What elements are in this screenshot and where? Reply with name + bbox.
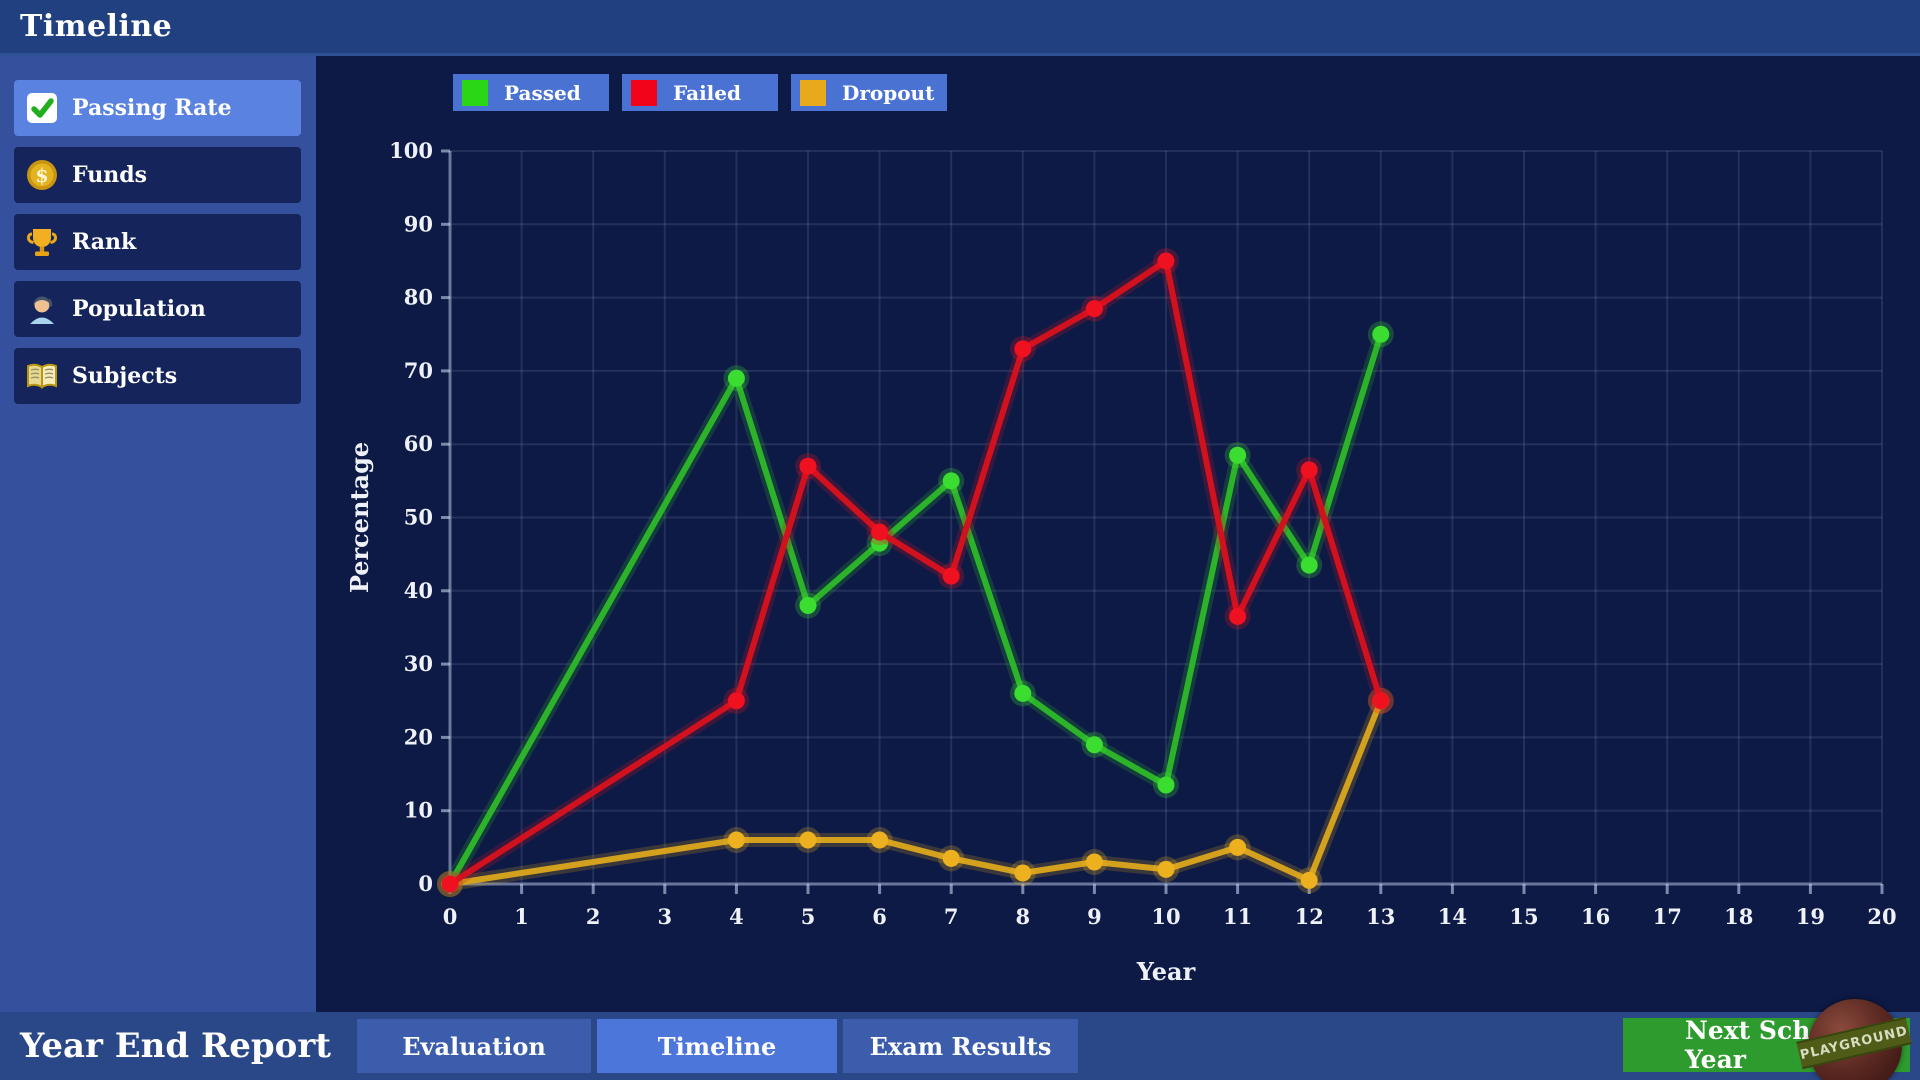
check-icon (24, 90, 60, 126)
legend-item-failed[interactable]: Failed (622, 74, 778, 111)
svg-text:40: 40 (404, 578, 433, 603)
svg-text:100: 100 (389, 138, 433, 163)
timeline-chart: 0 1 2 3 4 5 6 7 8 9 10 11 12 13 14 15 16 17 18 19 2001020304… (345, 138, 1897, 986)
person-icon (24, 291, 60, 327)
header-bar: Timeline (0, 0, 1920, 56)
sidebar-item-label: Rank (72, 229, 137, 255)
failed-swatch-icon (631, 79, 657, 106)
sidebar-item-label: Passing Rate (72, 95, 232, 121)
svg-text:6: 6 (872, 904, 887, 929)
svg-text:$: $ (35, 165, 48, 187)
svg-text:3: 3 (657, 904, 672, 929)
svg-text:20: 20 (404, 724, 433, 749)
sidebar-item-population[interactable]: Population (14, 281, 301, 337)
svg-text:17: 17 (1653, 904, 1682, 929)
svg-text:7: 7 (944, 904, 959, 929)
svg-text:14: 14 (1438, 904, 1467, 929)
svg-text:5: 5 (801, 904, 816, 929)
svg-text:0: 0 (418, 871, 433, 896)
svg-text:8: 8 (1015, 904, 1030, 929)
svg-text:15: 15 (1509, 904, 1538, 929)
sidebar-item-subjects[interactable]: Subjects (14, 348, 301, 404)
page-title: Timeline (20, 9, 173, 44)
svg-text:19: 19 (1796, 904, 1825, 929)
svg-text:0: 0 (443, 904, 458, 929)
sidebar-item-label: Subjects (72, 363, 178, 389)
chart-legend: Passed Failed Dropout (453, 74, 947, 111)
legend-item-passed[interactable]: Passed (453, 74, 609, 111)
svg-text:20: 20 (1867, 904, 1896, 929)
svg-text:30: 30 (404, 651, 433, 676)
tab-timeline[interactable]: Timeline (597, 1019, 837, 1073)
svg-text:16: 16 (1581, 904, 1610, 929)
sidebar-item-funds[interactable]: $ Funds (14, 147, 301, 203)
sidebar-item-label: Population (72, 296, 206, 322)
svg-text:13: 13 (1366, 904, 1395, 929)
svg-text:12: 12 (1295, 904, 1324, 929)
footer-tabs: Evaluation Timeline Exam Results (357, 1019, 1078, 1073)
legend-label: Dropout (842, 80, 935, 105)
sidebar-item-rank[interactable]: Rank (14, 214, 301, 270)
sidebar: Passing Rate $ Funds (0, 56, 316, 1012)
sidebar-item-label: Funds (72, 162, 147, 188)
svg-text:50: 50 (404, 505, 433, 530)
legend-label: Failed (673, 80, 741, 105)
next-school-year-button[interactable]: Next School Year (1623, 1016, 1910, 1074)
svg-text:60: 60 (404, 431, 433, 456)
svg-text:9: 9 (1087, 904, 1102, 929)
timeline-chart-panel: 0 1 2 3 4 5 6 7 8 9 10 11 12 13 14 15 16 17 18 19 20 0 10 20 30 4… (316, 56, 1920, 1012)
svg-text:2: 2 (586, 904, 601, 929)
svg-text:Year: Year (1136, 957, 1196, 986)
svg-text:80: 80 (404, 285, 433, 310)
legend-label: Passed (504, 80, 581, 105)
trophy-icon (24, 224, 60, 260)
tab-evaluation[interactable]: Evaluation (357, 1019, 591, 1073)
svg-text:10: 10 (404, 798, 433, 823)
dropout-swatch-icon (800, 79, 826, 106)
report-title: Year End Report (20, 1026, 331, 1066)
svg-text:11: 11 (1223, 904, 1252, 929)
sidebar-item-passing-rate[interactable]: Passing Rate (14, 80, 301, 136)
svg-text:18: 18 (1724, 904, 1753, 929)
tab-exam-results[interactable]: Exam Results (843, 1019, 1078, 1073)
footer-bar: Year End Report Evaluation Timeline Exam… (0, 999, 1920, 1080)
svg-text:90: 90 (404, 211, 433, 236)
svg-text:1: 1 (514, 904, 529, 929)
legend-item-dropout[interactable]: Dropout (791, 74, 947, 111)
svg-text:70: 70 (404, 358, 433, 383)
book-icon (24, 358, 60, 394)
coin-icon: $ (24, 157, 60, 193)
svg-text:4: 4 (729, 904, 744, 929)
svg-text:10: 10 (1151, 904, 1180, 929)
passed-swatch-icon (462, 79, 488, 106)
svg-text:Percentage: Percentage (345, 442, 374, 593)
